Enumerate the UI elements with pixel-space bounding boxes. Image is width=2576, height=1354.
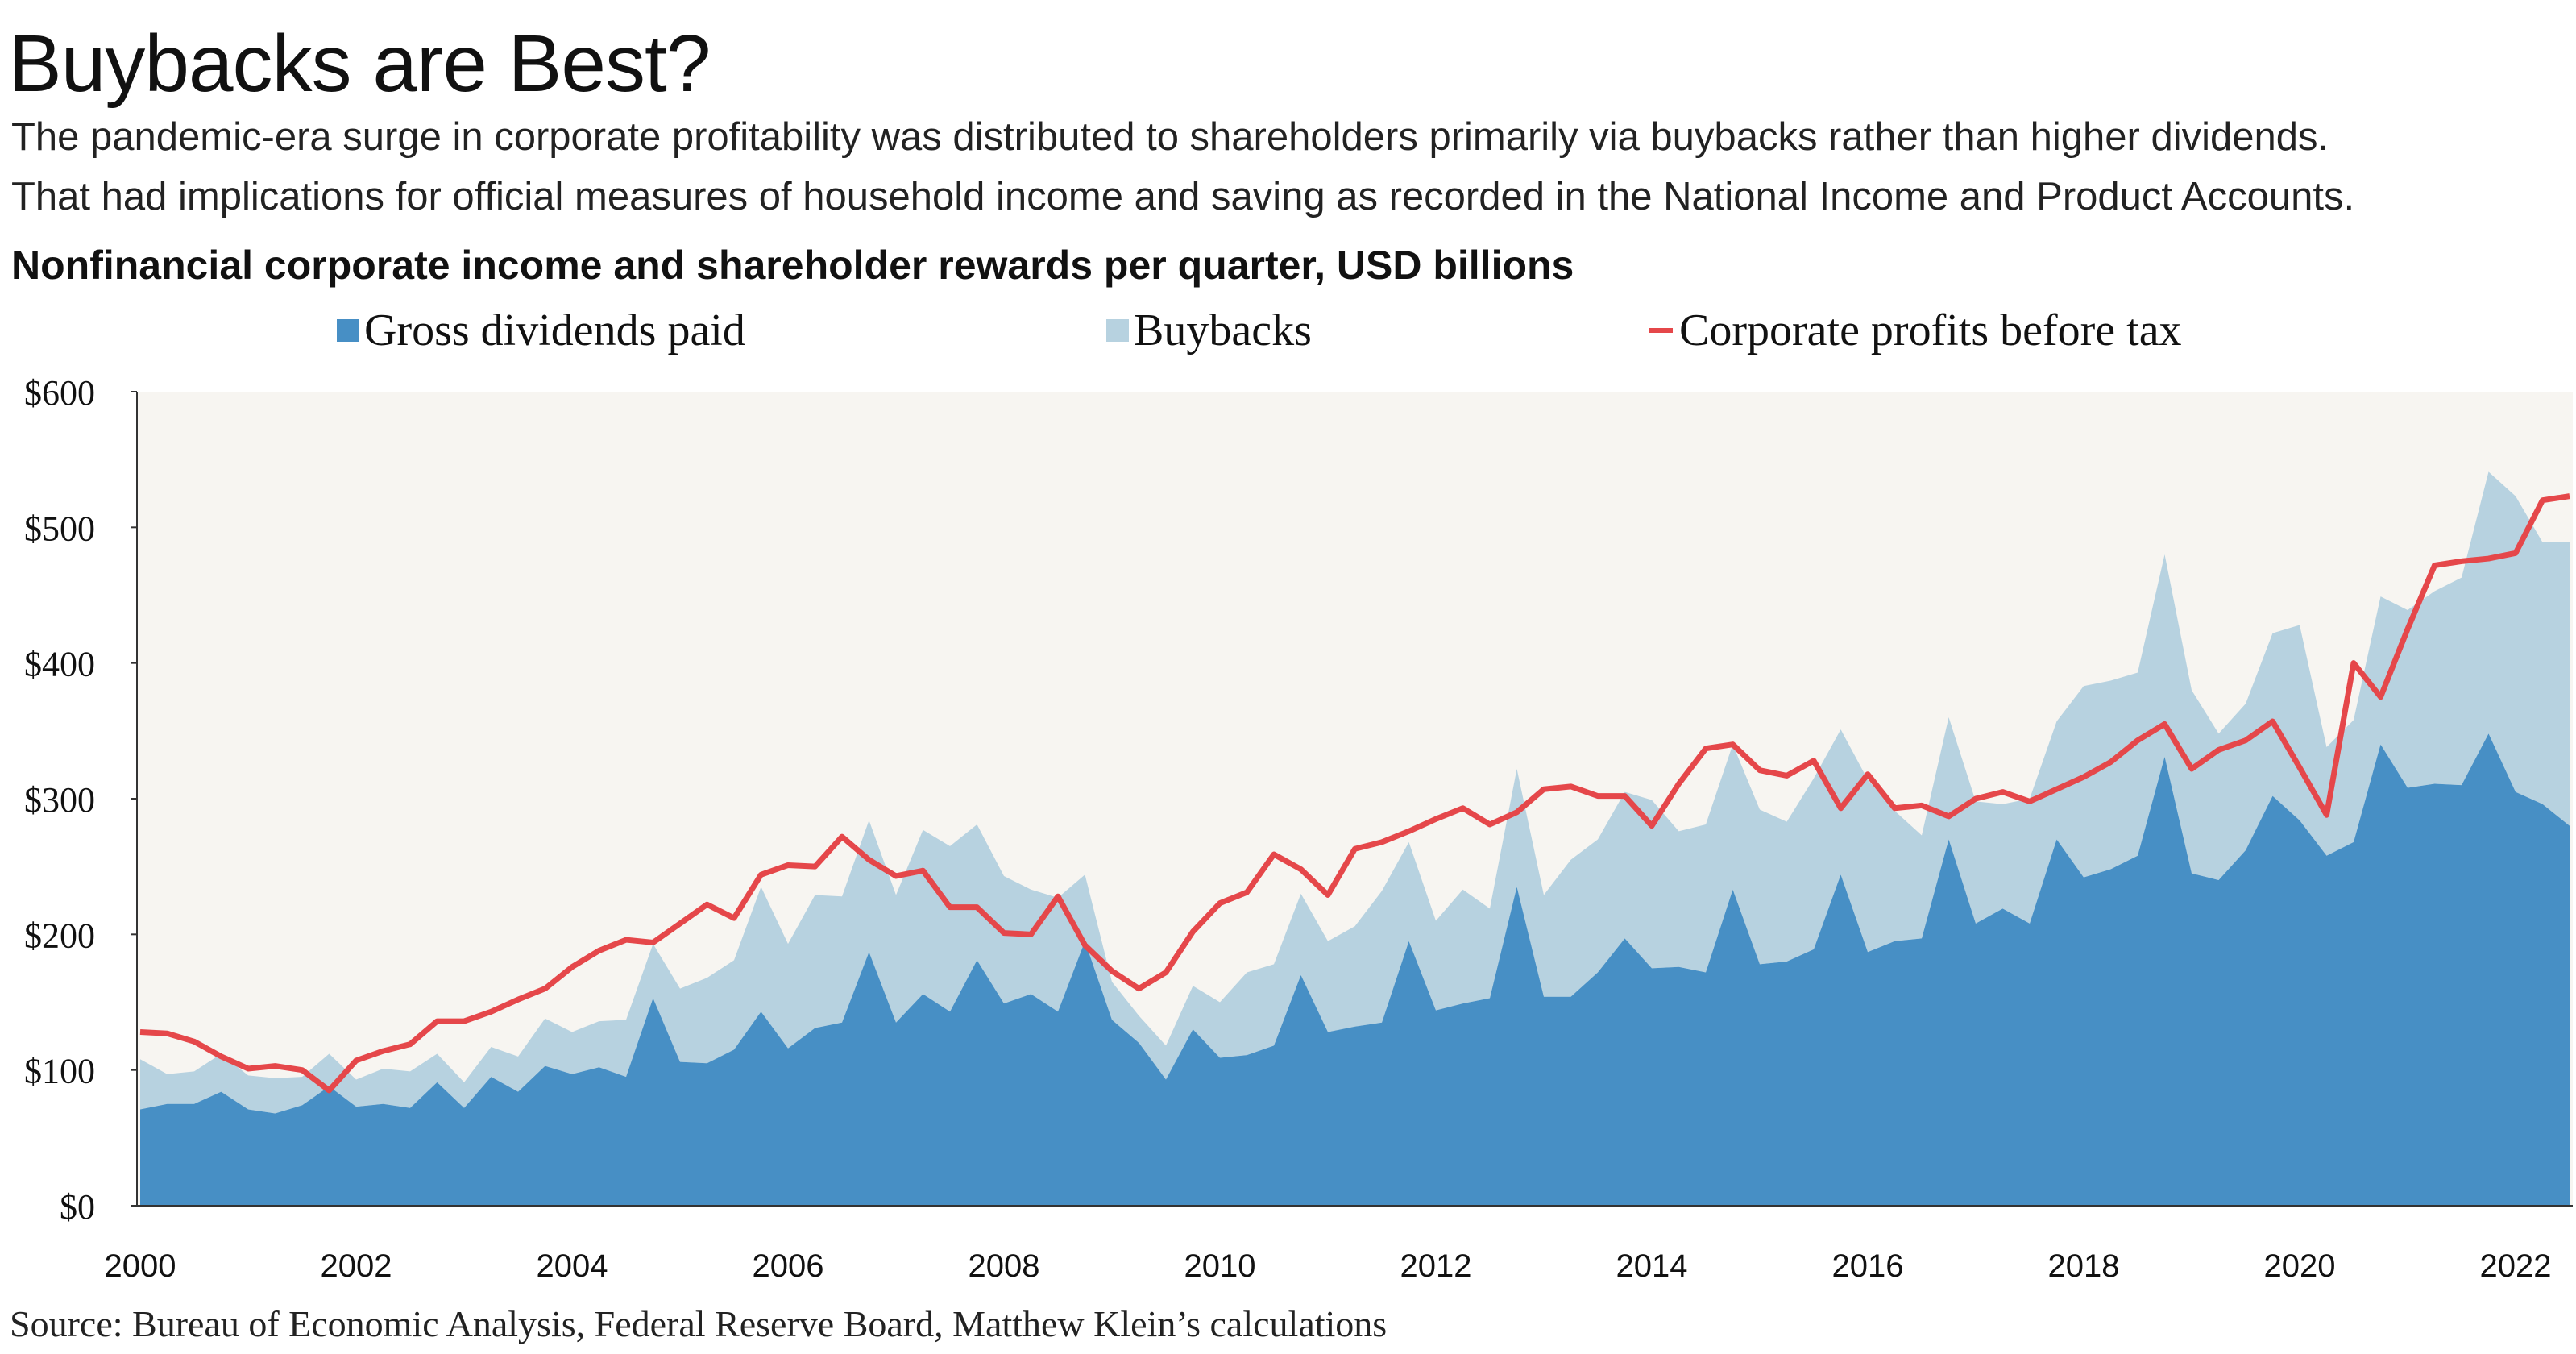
x-tick-label: 2014 bbox=[1616, 1248, 1688, 1284]
y-tick-label: $400 bbox=[24, 645, 95, 684]
x-tick-label: 2008 bbox=[969, 1248, 1040, 1284]
x-tick-label: 2006 bbox=[753, 1248, 824, 1284]
x-tick-label: 2004 bbox=[537, 1248, 608, 1284]
legend-label: Gross dividends paid bbox=[364, 305, 745, 355]
x-tick-label: 2020 bbox=[2264, 1248, 2336, 1284]
source-note: Source: Bureau of Economic Analysis, Fed… bbox=[10, 1303, 1388, 1344]
x-tick-label: 2002 bbox=[321, 1248, 392, 1284]
subtitle-line-1: The pandemic-era surge in corporate prof… bbox=[11, 115, 2329, 159]
dividends-area bbox=[140, 733, 2570, 1206]
legend-swatch-dividends bbox=[337, 319, 359, 342]
legend-dividends: Gross dividends paid bbox=[337, 305, 745, 356]
legend-line-profits bbox=[1649, 328, 1673, 333]
y-tick-label: $100 bbox=[24, 1052, 95, 1091]
y-tick-label: $0 bbox=[60, 1187, 95, 1227]
legend-label: Corporate profits before tax bbox=[1679, 305, 2182, 355]
y-tick-label: $500 bbox=[24, 509, 95, 548]
y-tick-label: $300 bbox=[24, 780, 95, 820]
page-title: Buybacks are Best? bbox=[8, 19, 711, 109]
y-tick-label: $200 bbox=[24, 916, 95, 955]
buybacks-area bbox=[140, 471, 2570, 1114]
subtitle-line-2: That had implications for official measu… bbox=[11, 175, 2355, 218]
x-tick-label: 2018 bbox=[2048, 1248, 2120, 1284]
profits-line bbox=[139, 493, 2570, 1094]
legend-buybacks: Buybacks bbox=[1106, 305, 1312, 356]
x-tick-label: 2022 bbox=[2480, 1248, 2552, 1284]
x-tick-label: 2012 bbox=[1400, 1248, 1472, 1284]
legend-label: Buybacks bbox=[1134, 305, 1312, 355]
x-tick-label: 2000 bbox=[105, 1248, 176, 1284]
y-tick-label: $600 bbox=[24, 373, 95, 413]
legend-swatch-buybacks bbox=[1106, 319, 1129, 342]
legend-profits: Corporate profits before tax bbox=[1649, 305, 2182, 356]
x-tick-label: 2016 bbox=[1832, 1248, 1904, 1284]
x-tick-label: 2010 bbox=[1184, 1248, 1256, 1284]
chart-title: Nonfinancial corporate income and shareh… bbox=[11, 243, 1574, 288]
